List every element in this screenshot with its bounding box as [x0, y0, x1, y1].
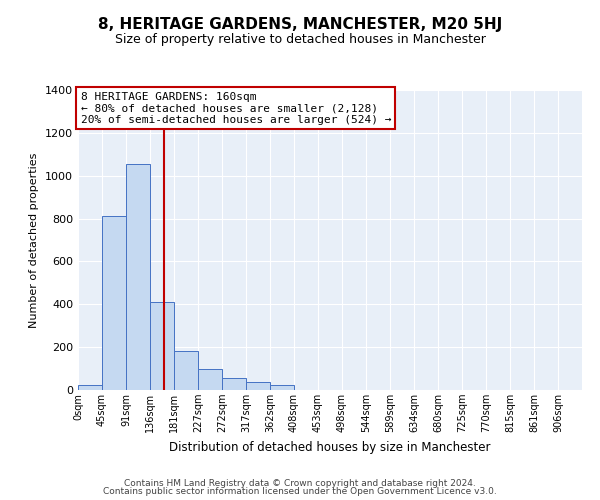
Text: Contains HM Land Registry data © Crown copyright and database right 2024.: Contains HM Land Registry data © Crown c…: [124, 478, 476, 488]
Bar: [246, 382, 270, 390]
Text: Contains public sector information licensed under the Open Government Licence v3: Contains public sector information licen…: [103, 487, 497, 496]
Bar: [174, 352, 198, 390]
Y-axis label: Number of detached properties: Number of detached properties: [29, 152, 40, 328]
Bar: [150, 302, 174, 390]
Bar: [222, 378, 246, 390]
Text: Size of property relative to detached houses in Manchester: Size of property relative to detached ho…: [115, 32, 485, 46]
Bar: [102, 216, 126, 390]
Text: 8 HERITAGE GARDENS: 160sqm
← 80% of detached houses are smaller (2,128)
20% of s: 8 HERITAGE GARDENS: 160sqm ← 80% of deta…: [80, 92, 391, 124]
Bar: [198, 368, 222, 390]
Bar: [78, 386, 102, 390]
Bar: [126, 164, 150, 390]
Text: 8, HERITAGE GARDENS, MANCHESTER, M20 5HJ: 8, HERITAGE GARDENS, MANCHESTER, M20 5HJ: [98, 18, 502, 32]
X-axis label: Distribution of detached houses by size in Manchester: Distribution of detached houses by size …: [169, 440, 491, 454]
Bar: [270, 386, 294, 390]
